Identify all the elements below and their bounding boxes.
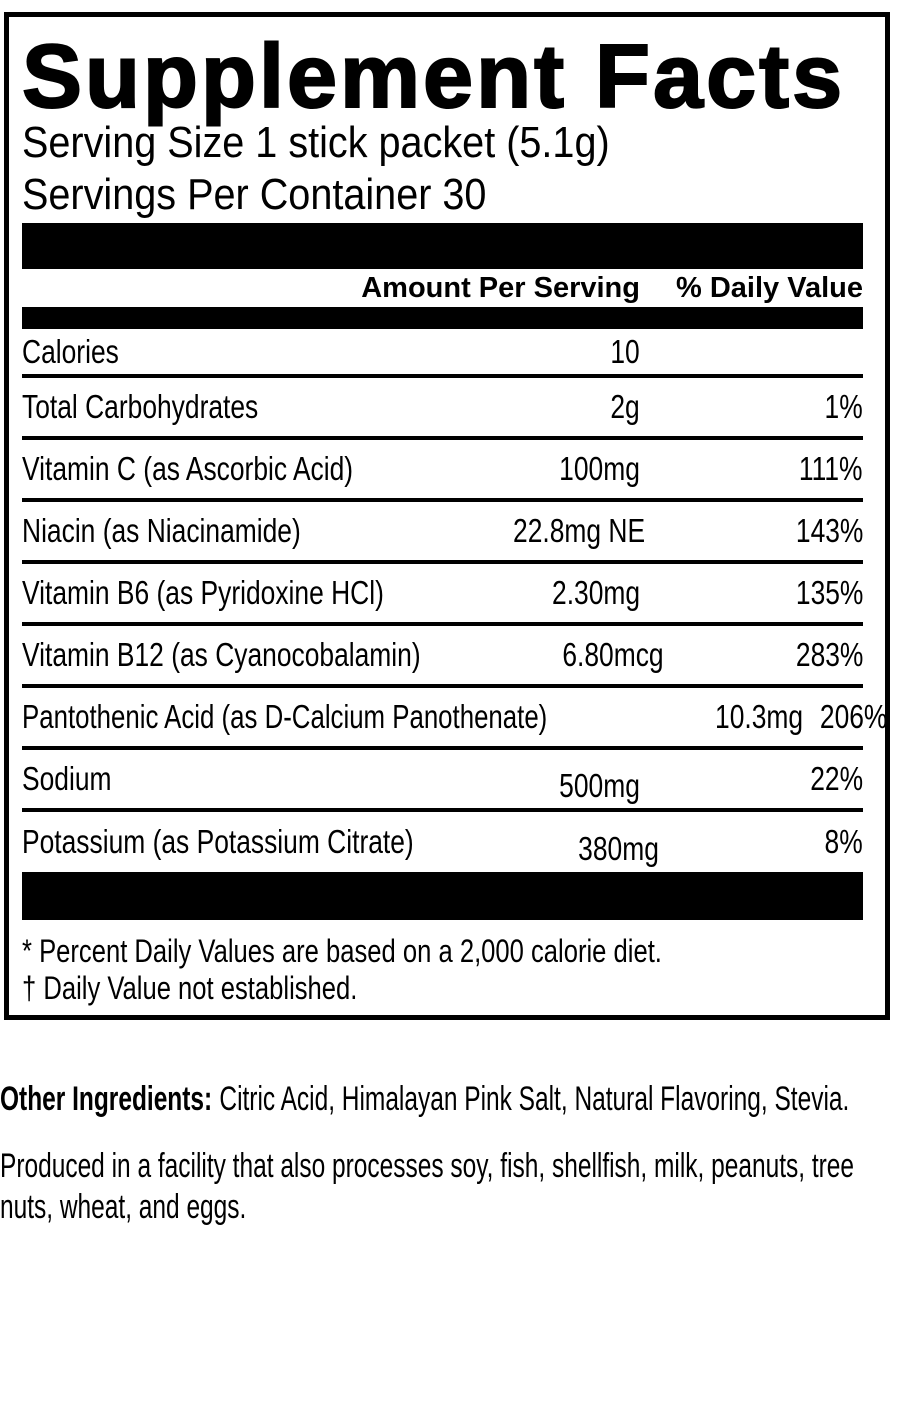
nutrient-name: Potassium (as Potassium Citrate) xyxy=(22,823,414,860)
nutrient-name: Total Carbohydrates xyxy=(22,388,259,425)
nutrient-name-cell: Potassium (as Potassium Citrate) xyxy=(22,823,512,861)
nutrient-name-cell: Vitamin B12 (as Cyanocobalamin) xyxy=(22,636,520,674)
nutrient-amount: 22.8mg NE xyxy=(513,512,646,549)
nutrient-amount-cell: 2g xyxy=(480,388,640,426)
table-header-row: Amount Per Serving % Daily Value xyxy=(22,269,863,307)
nutrient-amount: 10.3mg xyxy=(715,698,804,735)
nutrient-daily-value-cell: 1% xyxy=(640,388,863,426)
nutrient-amount-cell: 6.80mcg xyxy=(520,636,663,674)
nutrient-name-cell: Total Carbohydrates xyxy=(22,388,480,426)
nutrient-name: Pantothenic Acid (as D-Calcium Panothena… xyxy=(22,698,548,735)
nutrient-row: Vitamin C (as Ascorbic Acid) 100mg 111% xyxy=(22,440,863,502)
nutrient-amount-cell: 22.8mg NE xyxy=(480,512,645,550)
footnote-percent-daily-value: * Percent Daily Values are based on a 2,… xyxy=(22,933,662,969)
nutrient-daily-value-cell: 206% xyxy=(803,698,888,736)
nutrient-amount: 2.30mg xyxy=(551,574,640,611)
nutrient-amount-cell: 10.3mg xyxy=(693,698,803,736)
nutrient-row: Niacin (as Niacinamide) 22.8mg NE 143% xyxy=(22,502,863,564)
divider-bar-thin-under-header xyxy=(22,307,863,329)
nutrient-amount-cell: 10 xyxy=(480,333,640,371)
nutrient-name-cell: Vitamin C (as Ascorbic Acid) xyxy=(22,450,480,488)
nutrient-daily-value: 8% xyxy=(824,823,863,860)
other-ingredients-line: Other Ingredients: Citric Acid, Himalayan… xyxy=(0,1078,900,1120)
footnotes: * Percent Daily Values are based on a 2,… xyxy=(22,920,863,1007)
nutrient-amount: 6.80mcg xyxy=(562,636,664,673)
other-ingredients-list: Citric Acid, Himalayan Pink Salt, Natura… xyxy=(219,1080,850,1118)
supplement-label-page: Supplement Facts Serving Size 1 stick pa… xyxy=(0,12,900,1420)
nutrient-amount: 500mg xyxy=(559,767,640,804)
supplement-facts-panel: Supplement Facts Serving Size 1 stick pa… xyxy=(4,12,890,1020)
nutrient-amount-cell: 500mg xyxy=(480,760,640,804)
other-ingredients-label: Other Ingredients: xyxy=(0,1080,213,1118)
allergen-notice: Produced in a facility that also process… xyxy=(0,1146,900,1228)
allergen-notice-line: Produced in a facility that also process… xyxy=(0,1147,855,1185)
serving-info: Serving Size 1 stick packet (5.1g) Servi… xyxy=(22,117,863,221)
footnote-daily-value-not-established: † Daily Value not established. xyxy=(22,970,358,1006)
nutrient-daily-value: 22% xyxy=(810,760,863,797)
nutrient-amount: 2g xyxy=(610,388,640,425)
serving-size-line: Serving Size 1 stick packet (5.1g) xyxy=(22,118,610,167)
nutrient-daily-value: 111% xyxy=(799,450,863,487)
nutrient-name-cell: Calories xyxy=(22,333,480,371)
nutrient-daily-value: 283% xyxy=(795,636,863,673)
nutrient-daily-value: 206% xyxy=(820,698,888,735)
servings-per-container-line: Servings Per Container 30 xyxy=(22,170,487,219)
nutrient-daily-value: 1% xyxy=(824,388,863,425)
nutrient-daily-value: 143% xyxy=(795,512,863,549)
nutrient-daily-value-cell xyxy=(640,333,863,371)
nutrient-row: Calories 10 xyxy=(22,329,863,378)
nutrient-table: Calories 10 Total Carbohydrates 2g 1% Vitamin… xyxy=(22,329,888,872)
nutrient-row: Pantothenic Acid (as D-Calcium Panothena… xyxy=(22,688,888,750)
nutrient-amount-cell: 2.30mg xyxy=(480,574,640,612)
nutrient-name-cell: Pantothenic Acid (as D-Calcium Panothena… xyxy=(22,698,693,736)
allergen-notice-line: nuts, wheat, and eggs. xyxy=(0,1188,247,1226)
nutrient-daily-value-cell: 111% xyxy=(640,450,863,488)
nutrient-name: Calories xyxy=(22,332,119,370)
nutrient-daily-value: 135% xyxy=(795,574,863,611)
nutrient-amount-cell: 100mg xyxy=(480,450,640,488)
nutrient-name-cell: Niacin (as Niacinamide) xyxy=(22,512,480,550)
nutrient-daily-value-cell: 143% xyxy=(640,512,863,550)
divider-bar-thick-top xyxy=(22,223,863,269)
column-header-amount: Amount Per Serving xyxy=(361,271,640,304)
nutrient-daily-value-cell: 22% xyxy=(640,760,863,798)
nutrient-row: Sodium 500mg 22% xyxy=(22,750,863,812)
nutrient-row: Vitamin B6 (as Pyridoxine HCl) 2.30mg 135% xyxy=(22,564,863,626)
nutrient-amount-cell: 380mg xyxy=(512,823,659,867)
nutrient-daily-value-cell: 8% xyxy=(658,823,863,861)
divider-bar-thick-bottom xyxy=(22,872,863,920)
nutrient-name: Niacin (as Niacinamide) xyxy=(22,512,301,549)
nutrient-row: Vitamin B12 (as Cyanocobalamin) 6.80mcg 28… xyxy=(22,626,863,688)
column-header-daily-value: % Daily Value xyxy=(676,271,863,304)
nutrient-amount: 10 xyxy=(610,332,640,370)
nutrient-row: Potassium (as Potassium Citrate) 380mg 8% xyxy=(22,812,863,872)
nutrient-amount: 100mg xyxy=(559,450,640,487)
nutrient-name: Vitamin B6 (as Pyridoxine HCl) xyxy=(22,574,384,611)
nutrient-name: Vitamin C (as Ascorbic Acid) xyxy=(22,450,354,487)
nutrient-name: Sodium xyxy=(22,760,112,797)
nutrient-name-cell: Vitamin B6 (as Pyridoxine HCl) xyxy=(22,574,480,612)
nutrient-name: Vitamin B12 (as Cyanocobalamin) xyxy=(22,636,421,673)
nutrient-name-cell: Sodium xyxy=(22,760,480,798)
nutrient-amount: 380mg xyxy=(577,830,659,867)
panel-title: Supplement Facts xyxy=(21,27,846,127)
nutrient-daily-value-cell: 283% xyxy=(663,636,863,674)
nutrient-daily-value-cell: 135% xyxy=(640,574,863,612)
nutrient-row: Total Carbohydrates 2g 1% xyxy=(22,378,863,440)
